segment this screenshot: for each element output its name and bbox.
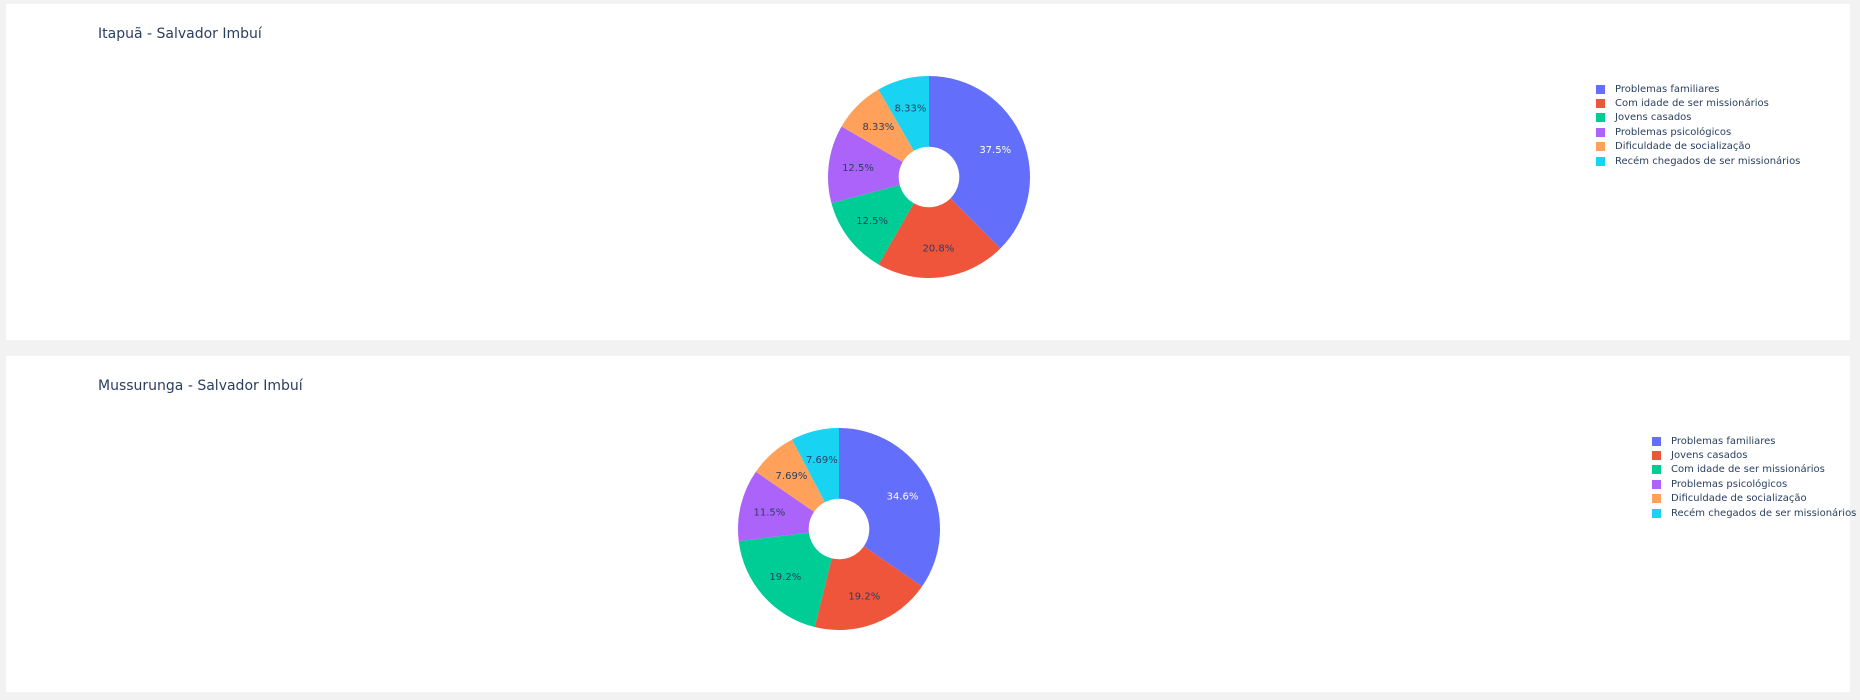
legend-swatch	[1652, 479, 1661, 489]
slice-percent-label: 12.5%	[856, 216, 888, 227]
legend-swatch	[1652, 508, 1661, 518]
legend-label: Recém chegados de ser missionários	[1615, 155, 1801, 167]
slice-percent-label: 34.6%	[887, 491, 919, 502]
legend-item-jovens-casados[interactable]: Jovens casados	[1596, 111, 1800, 125]
legend-label: Problemas psicológicos	[1671, 478, 1788, 490]
pie-slice-com-idade-de-ser-missionarios[interactable]	[738, 532, 832, 628]
legend-item-recem-chegados-de-ser-missionarios[interactable]: Recém chegados de ser missionários	[1652, 506, 1856, 520]
legend-swatch	[1652, 465, 1661, 475]
legend-swatch	[1652, 436, 1661, 446]
slice-percent-label: 19.2%	[769, 572, 801, 583]
pie-slice-problemas-psicologicos[interactable]	[737, 471, 815, 542]
legend-item-com-idade-de-ser-missionarios[interactable]: Com idade de ser missionários	[1596, 96, 1800, 110]
legend-label: Jovens casados	[1615, 112, 1692, 124]
legend-item-com-idade-de-ser-missionarios[interactable]: Com idade de ser missionários	[1652, 463, 1856, 477]
legend-item-dificuldade-de-socializacao[interactable]: Dificuldade de socialização	[1596, 140, 1800, 154]
pie-slice-problemas-familiares[interactable]	[929, 76, 1030, 249]
chart-title: Itapuã - Salvador Imbuí	[98, 26, 262, 42]
slice-percent-label: 7.69%	[806, 455, 838, 466]
pie-slice-com-idade-de-ser-missionarios[interactable]	[878, 198, 1001, 279]
pie-chart: 37.5% 20.8% 12.5% 12.5% 8.33%8.33%	[828, 76, 1030, 279]
legend-swatch	[1596, 99, 1605, 109]
legend-swatch	[1596, 113, 1605, 123]
legend-item-recem-chegados-de-ser-missionarios[interactable]: Recém chegados de ser missionários	[1596, 154, 1800, 168]
legend-item-problemas-psicologicos[interactable]: Problemas psicológicos	[1596, 125, 1800, 139]
legend-label: Jovens casados	[1671, 450, 1748, 462]
legend-label: Problemas psicológicos	[1615, 126, 1732, 138]
pie-chart: 34.6% 19.2% 19.2% 11.5% 7.69% 7.69%	[737, 428, 940, 630]
slice-percent-label: 11.5%	[754, 507, 786, 518]
legend-label: Problemas familiares	[1615, 83, 1720, 95]
pie-slice-dificuldade-de-socializacao[interactable]	[755, 439, 825, 512]
legend-swatch	[1596, 156, 1605, 166]
chart-panel-itapua: Itapuã - Salvador Imbuí 37.5% 20.8% 12.5% 1…	[6, 4, 1850, 340]
pie-slice-dificuldade-de-socializacao[interactable]	[841, 89, 914, 162]
pie-slice-problemas-familiares[interactable]	[839, 428, 940, 587]
pie-slice-recem-chegados-de-ser-missionarios[interactable]	[792, 428, 839, 503]
legend-item-problemas-psicologicos[interactable]: Problemas psicológicos	[1652, 477, 1856, 491]
pie-slice-problemas-psicologicos[interactable]	[828, 126, 903, 204]
slice-percent-label: 37.5%	[979, 145, 1011, 156]
pie-slice-recem-chegados-de-ser-missionarios[interactable]	[878, 76, 930, 151]
legend-swatch	[1652, 494, 1661, 504]
legend-label: Dificuldade de socialização	[1671, 493, 1807, 505]
slice-percent-label: 19.2%	[848, 592, 880, 603]
slice-percent-label: 8.33%	[895, 103, 927, 114]
chart-legend[interactable]: Problemas familiares Com idade de ser mis…	[1596, 82, 1800, 168]
legend-label: Com idade de ser missionários	[1671, 464, 1825, 476]
chart-title: Mussurunga - Salvador Imbuí	[98, 378, 303, 394]
chart-panel-mussurunga: Mussurunga - Salvador Imbuí 34.6% 19.2% 19…	[6, 356, 1856, 692]
slice-percent-label: 8.33%	[862, 122, 894, 133]
legend-label: Com idade de ser missionários	[1615, 98, 1769, 110]
legend-swatch	[1596, 84, 1605, 94]
legend-label: Recém chegados de ser missionários	[1671, 507, 1857, 519]
legend-swatch	[1652, 451, 1661, 461]
pie-slice-jovens-casados[interactable]	[814, 546, 923, 630]
legend-item-problemas-familiares[interactable]: Problemas familiares	[1596, 82, 1800, 96]
legend-item-jovens-casados[interactable]: Jovens casados	[1652, 448, 1856, 462]
legend-item-dificuldade-de-socializacao[interactable]: Dificuldade de socialização	[1652, 492, 1856, 506]
slice-percent-label: 20.8%	[922, 244, 954, 255]
legend-item-problemas-familiares[interactable]: Problemas familiares	[1652, 434, 1856, 448]
legend-swatch	[1596, 142, 1605, 152]
legend-label: Problemas familiares	[1671, 435, 1776, 447]
slice-percent-label: 12.5%	[842, 163, 874, 174]
legend-label: Dificuldade de socialização	[1615, 141, 1751, 153]
chart-legend[interactable]: Problemas familiares Jovens casados Com id…	[1652, 434, 1856, 520]
pie-slice-jovens-casados[interactable]	[831, 184, 914, 265]
legend-swatch	[1596, 127, 1605, 137]
slice-percent-label: 7.69%	[776, 471, 808, 482]
